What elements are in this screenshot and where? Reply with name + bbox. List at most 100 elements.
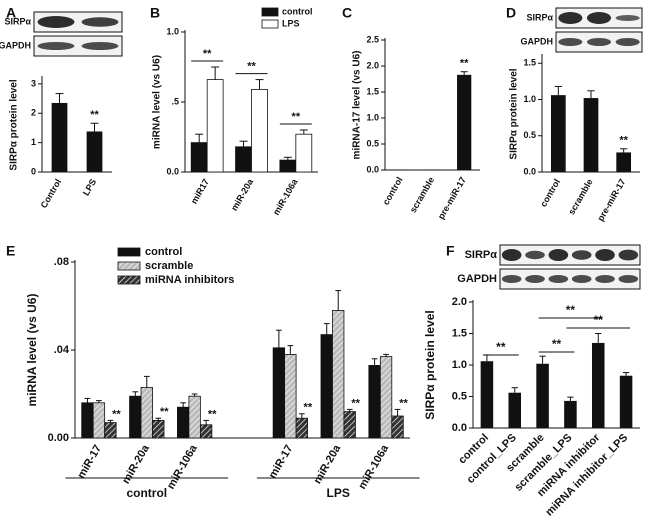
error-bar [299,129,308,135]
error-bar [622,372,630,376]
bar [391,415,404,439]
panel-letter: B [150,5,160,21]
blot-band [618,275,639,283]
legend-swatch [261,7,279,17]
blot-label: GAPDH [0,40,31,50]
x-tick-label: miR-17 [75,443,104,481]
legend-label: control [145,246,182,258]
blot-band [571,250,592,260]
legend-swatch [261,19,279,29]
y-tick-label: 0.5 [452,390,467,402]
y-tick-label: 0.0 [452,422,467,434]
blot-label: SIRPα [4,16,31,26]
error-bar [55,93,64,103]
error-bar [239,140,248,147]
bar [177,406,190,439]
blot-band [525,250,545,260]
y-tick-label: 0.5 [523,130,536,140]
significance: ** [566,303,576,317]
error-bar [195,133,204,143]
x-tick-label: Control [39,177,64,210]
blot-band [615,38,640,46]
bar [206,79,224,173]
error-bar [191,393,198,397]
legend-label: miRNA inhibitors [145,274,234,286]
y-tick-label: 1.0 [366,112,379,122]
y-tick-label: 3 [31,78,36,88]
x-tick-label: miR-20a [120,442,152,486]
bar [393,169,408,171]
blot-band [37,42,75,50]
bar [129,395,142,439]
bar [616,152,632,172]
error-bar [96,400,102,403]
error-bar [460,71,468,75]
bar [190,142,208,173]
panel-letter: C [342,5,352,21]
error-bar [383,353,389,357]
y-tick-label: 0.0 [166,166,179,176]
error-bar [511,387,518,393]
significance: ** [619,135,628,147]
bar [425,169,440,171]
y-axis-label: miRNA level (vs U6) [25,294,39,407]
bar [332,309,345,439]
legend-swatch [117,261,141,271]
blot-band [558,38,583,46]
y-tick-label: 1.0 [523,94,536,104]
blot-frame [33,35,123,57]
panel-letter: E [6,243,15,259]
y-tick-label: 2 [31,108,36,118]
y-tick-label: 1.0 [452,359,467,371]
bar [591,342,605,428]
y-tick-label: 0.0 [523,166,536,176]
bar [279,159,297,173]
group-label: control [126,486,167,500]
error-bar [211,66,220,80]
legend-label: scramble [145,260,193,272]
bar [140,386,153,439]
error-bar [323,323,330,335]
bar [251,89,268,173]
bar [508,392,522,428]
bar [199,424,213,439]
y-tick-label: .04 [54,344,70,356]
x-tick-label: miR-20a [312,442,344,486]
bar [619,375,633,428]
blot-band [558,12,583,24]
blot-band [37,16,75,28]
significance: ** [160,406,169,418]
error-bar [203,419,209,425]
legend-swatch [117,275,141,285]
bar [284,353,297,439]
error-bar [394,408,401,416]
group-label: LPS [327,486,350,500]
blot-label: SIRPα [526,12,553,22]
blot-band [595,275,615,283]
error-bar [255,79,264,90]
blot-band [81,42,119,50]
error-bar [155,417,162,421]
significance: ** [351,397,360,409]
error-bar [283,156,292,161]
legend-label: control [282,6,313,16]
error-bar [298,413,305,419]
y-tick-label: 0.0 [366,164,379,174]
x-tick-label: LPS [81,177,98,197]
significance: ** [304,402,313,414]
x-tick-label: pre-miR-17 [595,177,627,223]
y-tick-label: 2.0 [366,60,379,70]
bar [480,361,494,428]
y-axis-label: miRNA level (vs U6) [152,55,163,149]
significance: ** [496,340,506,354]
error-bar [619,148,628,153]
error-bar [107,419,114,423]
blot-band [525,275,545,283]
significance: ** [552,337,562,351]
y-tick-label: 1.0 [166,26,179,36]
bar [379,356,393,439]
x-tick-label: control [538,177,562,208]
bar [81,402,94,439]
legend-label: LPS [282,18,300,28]
blot-band [548,249,569,261]
